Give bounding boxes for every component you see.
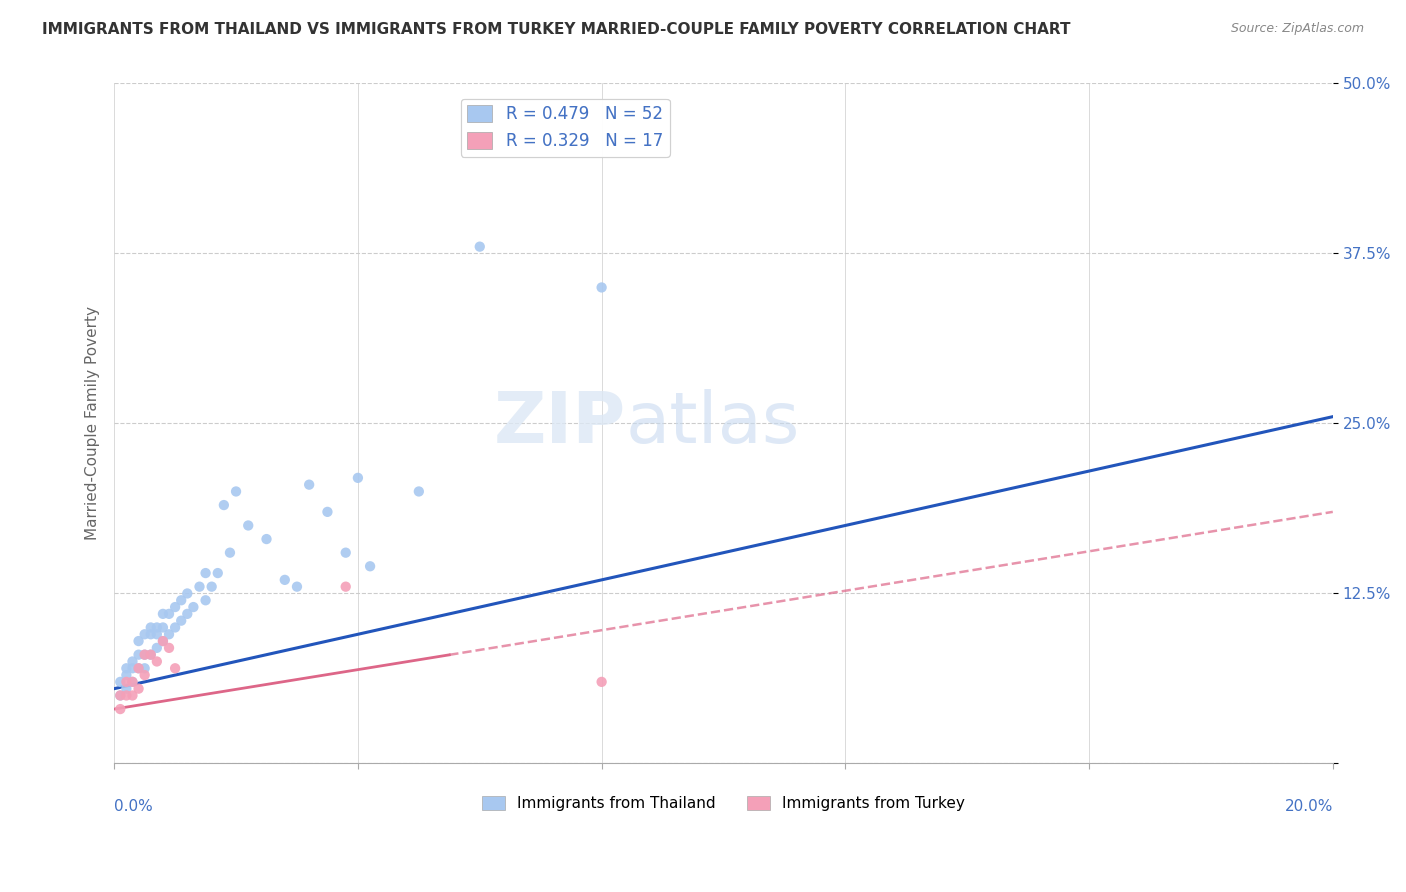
Point xyxy=(165,620,187,634)
Point xyxy=(238,518,260,533)
Point xyxy=(157,607,180,621)
Point xyxy=(128,634,150,648)
Point xyxy=(115,668,138,682)
Point xyxy=(335,580,357,594)
Point xyxy=(225,484,247,499)
Point xyxy=(146,655,169,669)
Point xyxy=(139,648,162,662)
Point xyxy=(115,689,138,703)
Point xyxy=(212,498,235,512)
Point xyxy=(128,661,150,675)
Point xyxy=(165,600,187,615)
Point xyxy=(139,627,162,641)
Point xyxy=(298,477,321,491)
Text: 20.0%: 20.0% xyxy=(1285,799,1333,814)
Point xyxy=(110,689,132,703)
Point xyxy=(207,566,229,580)
Point xyxy=(316,505,339,519)
Point xyxy=(194,593,217,607)
Point xyxy=(128,681,150,696)
Point xyxy=(335,546,357,560)
Point xyxy=(157,627,180,641)
Point xyxy=(591,674,613,689)
Point xyxy=(121,674,143,689)
Point xyxy=(152,634,174,648)
Point xyxy=(115,674,138,689)
Point xyxy=(134,627,156,641)
Point xyxy=(134,648,156,662)
Point xyxy=(468,240,491,254)
Point xyxy=(591,280,613,294)
Point xyxy=(359,559,381,574)
Point xyxy=(176,607,198,621)
Point xyxy=(152,620,174,634)
Point xyxy=(146,627,169,641)
Point xyxy=(157,640,180,655)
Point xyxy=(347,471,370,485)
Text: IMMIGRANTS FROM THAILAND VS IMMIGRANTS FROM TURKEY MARRIED-COUPLE FAMILY POVERTY: IMMIGRANTS FROM THAILAND VS IMMIGRANTS F… xyxy=(42,22,1071,37)
Point xyxy=(285,580,308,594)
Point xyxy=(201,580,224,594)
Point xyxy=(128,648,150,662)
Point xyxy=(134,661,156,675)
Point xyxy=(110,689,132,703)
Text: 0.0%: 0.0% xyxy=(114,799,153,814)
Point xyxy=(194,566,217,580)
Point xyxy=(152,634,174,648)
Point xyxy=(256,532,278,546)
Point xyxy=(146,620,169,634)
Point xyxy=(115,661,138,675)
Point xyxy=(170,593,193,607)
Point xyxy=(408,484,430,499)
Y-axis label: Married-Couple Family Poverty: Married-Couple Family Poverty xyxy=(86,307,100,541)
Point xyxy=(219,546,242,560)
Point xyxy=(170,614,193,628)
Point xyxy=(115,681,138,696)
Text: Source: ZipAtlas.com: Source: ZipAtlas.com xyxy=(1230,22,1364,36)
Point xyxy=(134,668,156,682)
Point xyxy=(152,607,174,621)
Point xyxy=(121,661,143,675)
Point xyxy=(146,640,169,655)
Point xyxy=(188,580,211,594)
Point xyxy=(110,674,132,689)
Point xyxy=(121,655,143,669)
Point xyxy=(165,661,187,675)
Point xyxy=(121,689,143,703)
Legend: R = 0.479   N = 52, R = 0.329   N = 17: R = 0.479 N = 52, R = 0.329 N = 17 xyxy=(461,99,669,157)
Point xyxy=(121,674,143,689)
Point xyxy=(139,648,162,662)
Point xyxy=(128,661,150,675)
Point xyxy=(110,702,132,716)
Text: ZIP: ZIP xyxy=(494,389,626,458)
Text: atlas: atlas xyxy=(626,389,800,458)
Point xyxy=(176,586,198,600)
Point xyxy=(139,620,162,634)
Point xyxy=(134,648,156,662)
Point xyxy=(183,600,205,615)
Point xyxy=(274,573,297,587)
